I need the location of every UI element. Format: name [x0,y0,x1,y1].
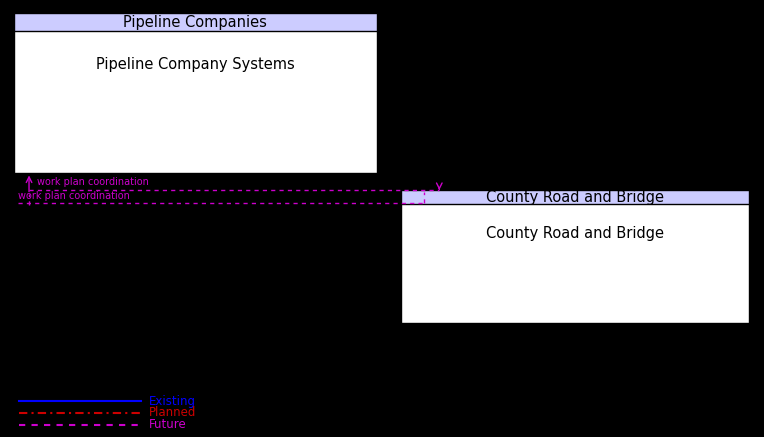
Text: Pipeline Companies: Pipeline Companies [123,15,267,30]
Bar [14,13,377,31]
Text: Planned: Planned [149,406,196,420]
Bar [401,190,749,323]
Text: County Road and Bridge: County Road and Bridge [486,225,664,240]
Text: Pipeline Company Systems: Pipeline Company Systems [96,57,295,72]
Bar [14,13,377,173]
Text: Existing: Existing [149,395,196,408]
Bar [401,190,749,204]
Text: Future: Future [149,418,186,431]
Text: work plan coordination: work plan coordination [18,191,129,201]
Text: work plan coordination: work plan coordination [37,177,148,187]
Text: County Road and Bridge: County Road and Bridge [486,190,664,205]
